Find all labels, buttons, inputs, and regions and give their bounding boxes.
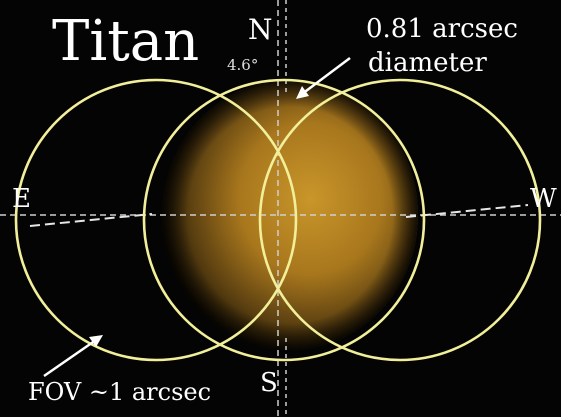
diameter-arrow-line: [301, 57, 351, 95]
east-label: E: [12, 184, 31, 214]
diameter-arrow-head: [296, 86, 309, 99]
fov-circle-center: [142, 78, 426, 362]
fov-label: FOV ~1 arcsec: [28, 378, 212, 406]
west-label: W: [530, 184, 557, 214]
fov-circle-west: [258, 78, 542, 362]
east-tilt-line: [29, 213, 153, 227]
fov-arrow-head: [89, 335, 103, 347]
south-label: S: [260, 368, 278, 398]
diagram-title: Titan: [52, 9, 200, 74]
fov-arrow-line: [43, 338, 97, 378]
diameter-label-line1: 0.81 arcsec: [366, 14, 518, 44]
north-label: N: [248, 13, 273, 46]
diameter-label-line2: diameter: [368, 48, 487, 78]
west-tilt-line: [405, 204, 529, 218]
north-tilt-angle: 4.6°: [227, 56, 259, 74]
fov-circle-east: [14, 78, 298, 362]
